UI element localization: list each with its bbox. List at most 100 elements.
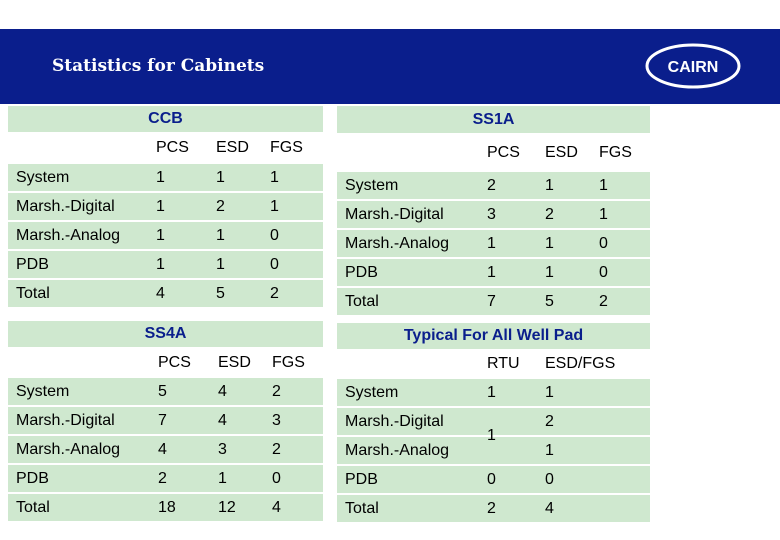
table-cell: 1 xyxy=(487,263,496,281)
table-header-row: PCS ESD FGS xyxy=(8,347,323,378)
table-row: System 1 1 xyxy=(337,379,650,406)
table-cell: 5 xyxy=(216,284,225,302)
table-header-row: PCS ESD FGS xyxy=(8,132,323,164)
table-cell: 2 xyxy=(270,284,279,302)
table-cell: 2 xyxy=(545,205,554,223)
table-cell: 2 xyxy=(487,499,496,517)
table-cell: 0 xyxy=(487,470,496,488)
table-cell: 4 xyxy=(545,499,554,517)
table-cell: 2 xyxy=(158,469,167,487)
table-cell: 4 xyxy=(218,382,227,400)
table-row: Total 18 12 4 xyxy=(8,494,323,521)
table-row: Total 2 4 xyxy=(337,495,650,522)
table-cell: 1 xyxy=(545,263,554,281)
table-cell: 1 xyxy=(216,168,225,186)
row-label: System xyxy=(345,176,399,194)
table-ccb: CCB PCS ESD FGS System 1 1 1 Marsh.-Digital 1 2 1 Ma… xyxy=(8,106,323,309)
table-cell: 1 xyxy=(270,168,279,186)
table-cell: 1 xyxy=(599,205,608,223)
table-cell: 1 xyxy=(156,197,165,215)
table-cell: 0 xyxy=(599,234,608,252)
table-cell: 1 xyxy=(156,168,165,186)
table-row: Marsh.-Digital 3 2 1 xyxy=(337,201,650,228)
table-title-band: Typical For All Well Pad xyxy=(337,323,650,349)
table-cell: 0 xyxy=(599,263,608,281)
svg-text:CAIRN: CAIRN xyxy=(668,59,719,76)
row-label: PDB xyxy=(16,469,49,487)
table-cell: 7 xyxy=(487,292,496,310)
table-header-row: RTU ESD/FGS xyxy=(337,349,650,379)
table-header-row: PCS ESD FGS xyxy=(337,133,650,172)
column-header: FGS xyxy=(270,139,303,156)
table-ss4a: SS4A PCS ESD FGS System 5 4 2 Marsh.-Digital 7 4 3 M… xyxy=(8,321,323,523)
table-cell: 1 xyxy=(545,176,554,194)
row-label: Total xyxy=(16,284,50,302)
table-cell: 1 xyxy=(487,383,496,401)
row-label: Marsh.-Analog xyxy=(16,440,121,458)
table-title-band: CCB xyxy=(8,106,323,132)
table-cell: 1 xyxy=(599,176,608,194)
table-cell: 1 xyxy=(216,255,225,273)
table-title: Typical For All Well Pad xyxy=(403,327,584,344)
table-row: Marsh.-Digital 2 xyxy=(337,408,650,435)
row-label: PDB xyxy=(345,470,378,488)
column-header: PCS xyxy=(487,143,520,161)
table-cell: 0 xyxy=(545,470,554,488)
top-strip xyxy=(0,0,780,29)
row-label: System xyxy=(345,383,399,401)
table-cell: 1 xyxy=(545,383,554,401)
row-label: Total xyxy=(345,499,379,517)
column-header: PCS xyxy=(156,139,189,156)
table-cell: 1 xyxy=(156,226,165,244)
table-row: Marsh.-Analog 1 1 0 xyxy=(337,230,650,257)
table-row: Marsh.-Analog 4 3 2 xyxy=(8,436,323,463)
table-cell: 4 xyxy=(272,498,281,516)
table-row: Total 4 5 2 xyxy=(8,280,323,307)
column-header: FGS xyxy=(272,353,305,371)
column-header: ESD xyxy=(218,353,251,371)
table-cell: 0 xyxy=(270,255,279,273)
table-cell: 2 xyxy=(545,412,554,430)
table-row: System 2 1 1 xyxy=(337,172,650,199)
row-label: Total xyxy=(345,292,379,310)
table-cell: 5 xyxy=(545,292,554,310)
table-cell: 1 xyxy=(156,255,165,273)
table-cell: 1 xyxy=(216,226,225,244)
table-wellpad: Typical For All Well Pad RTU ESD/FGS System… xyxy=(337,323,650,524)
row-label: PDB xyxy=(16,255,49,273)
row-label: Marsh.-Digital xyxy=(16,411,115,429)
column-header: FGS xyxy=(599,143,632,161)
table-cell: 2 xyxy=(272,382,281,400)
table-row: PDB 0 0 xyxy=(337,466,650,493)
table-cell: 4 xyxy=(218,411,227,429)
table-row: Marsh.-Analog 1 1 0 xyxy=(8,222,323,249)
merged-rtu-cell: 1 xyxy=(487,427,496,444)
table-row: Marsh.-Digital 1 2 1 xyxy=(8,193,323,220)
table-row: PDB 1 1 0 xyxy=(337,259,650,286)
table-title: CCB xyxy=(148,110,183,127)
column-header: ESD xyxy=(545,143,578,161)
table-cell: 0 xyxy=(272,469,281,487)
table-title: SS4A xyxy=(144,325,187,342)
table-cell: 7 xyxy=(158,411,167,429)
table-row: Marsh.-Digital 7 4 3 xyxy=(8,407,323,434)
row-label: PDB xyxy=(345,263,378,281)
column-header: ESD/FGS xyxy=(545,355,616,372)
column-header: ESD xyxy=(216,139,249,156)
row-label: Marsh.-Analog xyxy=(16,226,121,244)
table-row: System 1 1 1 xyxy=(8,164,323,191)
row-label: System xyxy=(16,168,70,186)
table-cell: 1 xyxy=(545,234,554,252)
table-cell: 2 xyxy=(216,197,225,215)
header-bar: Statistics for Cabinets CAIRN xyxy=(0,29,780,104)
table-cell: 1 xyxy=(487,234,496,252)
row-label: Marsh.-Digital xyxy=(345,205,444,223)
table-cell: 1 xyxy=(270,197,279,215)
table-cell: 18 xyxy=(158,498,176,516)
table-cell: 4 xyxy=(158,440,167,458)
table-cell: 5 xyxy=(158,382,167,400)
row-label: Marsh.-Digital xyxy=(16,197,115,215)
table-row: System 5 4 2 xyxy=(8,378,323,405)
column-header: PCS xyxy=(158,353,191,371)
table-title-band: SS4A xyxy=(8,321,323,347)
